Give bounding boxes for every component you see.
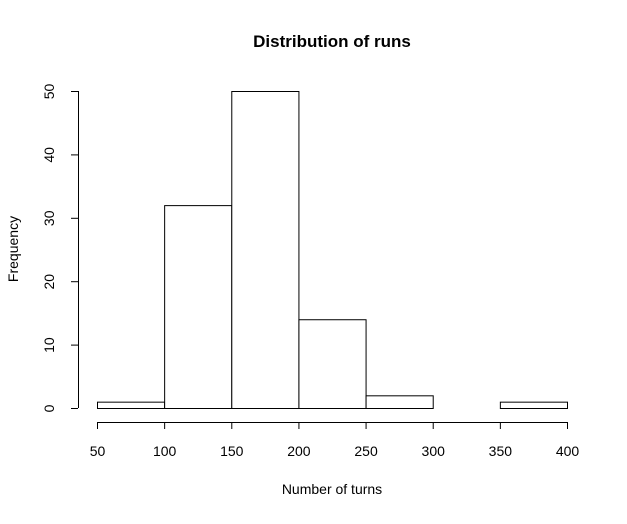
histogram-bar: [97, 401, 166, 410]
x-tick-label: 400: [556, 443, 580, 459]
x-tick-label: 200: [287, 443, 311, 459]
histogram-bar: [231, 91, 300, 409]
x-tick-label: 300: [422, 443, 446, 459]
x-axis: 50 100 150 200 250 300 350 400: [90, 422, 580, 459]
x-tick-label: 250: [354, 443, 378, 459]
x-axis-label: Number of turns: [282, 481, 382, 497]
chart-title: Distribution of runs: [253, 32, 411, 51]
y-tick-label: 40: [41, 147, 57, 163]
histogram-bar: [164, 205, 233, 409]
x-tick-label: 100: [153, 443, 177, 459]
y-tick-label: 30: [41, 210, 57, 226]
x-tick-label: 150: [220, 443, 244, 459]
histogram-bar: [499, 401, 569, 410]
histogram-bar: [298, 319, 367, 409]
x-tick-label: 350: [489, 443, 513, 459]
y-tick-label: 10: [41, 337, 57, 353]
x-tick-label: 50: [90, 443, 106, 459]
histogram-bar: [365, 395, 434, 410]
y-axis: 0 10 20 30 40 50: [41, 84, 79, 412]
y-tick-label: 50: [41, 84, 57, 100]
y-tick-label: 20: [41, 274, 57, 290]
bars-layer: [97, 91, 569, 410]
y-axis-label: Frequency: [5, 216, 21, 282]
y-tick-label: 0: [41, 404, 57, 412]
